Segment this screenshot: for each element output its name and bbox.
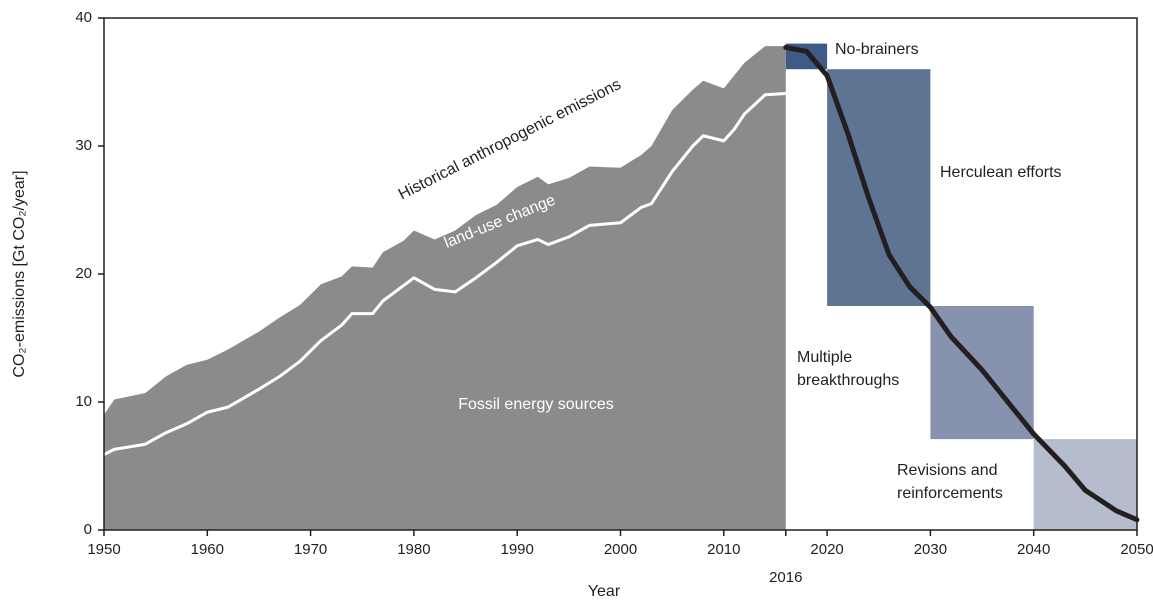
x-tick-label: 2040 [1017,541,1050,558]
x-tick-label: 2000 [604,541,637,558]
annotation: Fossil energy sources [458,396,614,413]
x-tick-label: 1980 [397,541,430,558]
y-tick-label: 20 [75,265,92,282]
phase-label: reinforcements [897,485,1003,502]
y-tick-label: 10 [75,393,92,410]
phase-label: breakthroughs [797,372,899,389]
y-tick-label: 0 [84,521,92,538]
phase-label: Multiple [797,349,852,366]
area [104,46,786,530]
x-tick-label: 2030 [914,541,947,558]
x-axis-label: Year [588,583,621,600]
x-tick-label: 2050 [1120,541,1153,558]
phase-label: No-brainers [835,41,919,58]
x-marker-label: 2016 [769,569,802,586]
line [783,44,1140,523]
phase-box [827,69,931,306]
y-tick-label: 40 [75,9,92,26]
y-axis-label: CO₂-emissions [Gt CO₂/year] [11,170,28,377]
x-tick-label: 1970 [294,541,327,558]
x-tick-label: 2020 [810,541,843,558]
x-tick-label: 1960 [191,541,224,558]
x-tick-label: 1950 [87,541,120,558]
x-tick-label: 1990 [501,541,534,558]
x-tick-label: 2010 [707,541,740,558]
line [102,92,788,456]
phase-label: Herculean efforts [940,164,1062,181]
y-tick-label: 30 [75,137,92,154]
phase-label: Revisions and [897,462,998,479]
